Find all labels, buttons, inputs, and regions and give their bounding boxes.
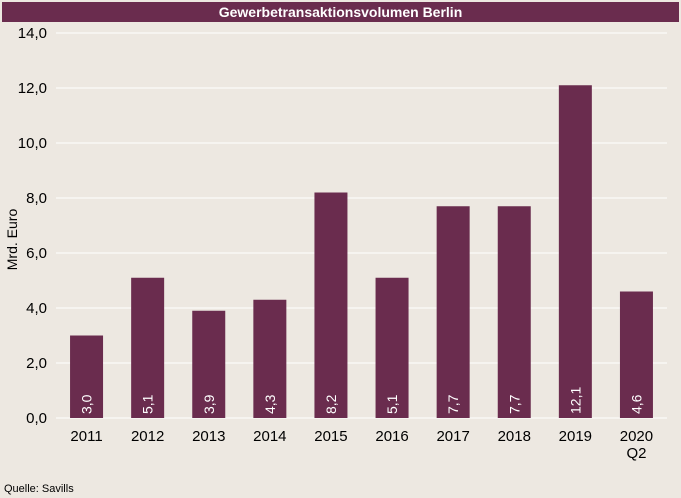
x-tick-label: 2011 — [70, 428, 102, 445]
x-tick-label: 2016 — [375, 428, 408, 445]
chart-title: Gewerbetransaktionsvolumen Berlin — [2, 2, 679, 22]
y-tick-label: 8,0 — [26, 190, 47, 207]
y-tick-label: 0,0 — [26, 410, 47, 427]
bar-value-label: 4,6 — [628, 394, 644, 414]
x-tick-label: Q2 — [626, 445, 646, 462]
bar — [70, 335, 104, 418]
source-note: Quelle: Savills — [4, 483, 74, 495]
x-tick-label: 2014 — [253, 428, 286, 445]
y-tick-label: 4,0 — [26, 300, 47, 317]
bar-value-label: 5,1 — [140, 394, 156, 414]
bar — [436, 206, 470, 418]
y-axis-label: Mrd. Euro — [4, 209, 20, 271]
bar — [497, 206, 531, 418]
x-tick-label: 2018 — [498, 428, 531, 445]
bar-value-label: 12,1 — [567, 387, 583, 414]
y-tick-label: 6,0 — [26, 245, 47, 262]
bar — [375, 277, 409, 418]
bar — [558, 85, 592, 418]
bar-value-label: 5,1 — [384, 394, 400, 414]
bar — [131, 277, 165, 418]
y-tick-label: 10,0 — [18, 135, 47, 152]
x-tick-label: 2017 — [436, 428, 469, 445]
bar — [619, 291, 653, 418]
bar-value-label: 4,3 — [262, 394, 278, 414]
bar — [192, 310, 226, 418]
y-tick-label: 12,0 — [18, 80, 47, 97]
x-tick-label: 2012 — [131, 428, 164, 445]
y-tick-label: 14,0 — [18, 25, 47, 42]
x-tick-label: 2020 — [620, 428, 653, 445]
bar-value-label: 3,0 — [79, 394, 95, 414]
y-tick-label: 2,0 — [26, 355, 47, 372]
bar-chart: 0,0 2,0 4,0 6,0 8,0 10,0 12,0 14,0 Mrd. Euro 3,0 2… — [4, 25, 667, 462]
bar — [314, 192, 348, 418]
bar-value-label: 3,9 — [201, 394, 217, 414]
x-tick-label: 2015 — [314, 428, 347, 445]
bar — [253, 299, 287, 418]
bar-value-label: 8,2 — [323, 394, 339, 414]
bar-value-label: 7,7 — [506, 394, 522, 414]
x-tick-label: 2019 — [559, 428, 592, 445]
bar-value-label: 7,7 — [445, 394, 461, 414]
x-tick-label: 2013 — [192, 428, 225, 445]
